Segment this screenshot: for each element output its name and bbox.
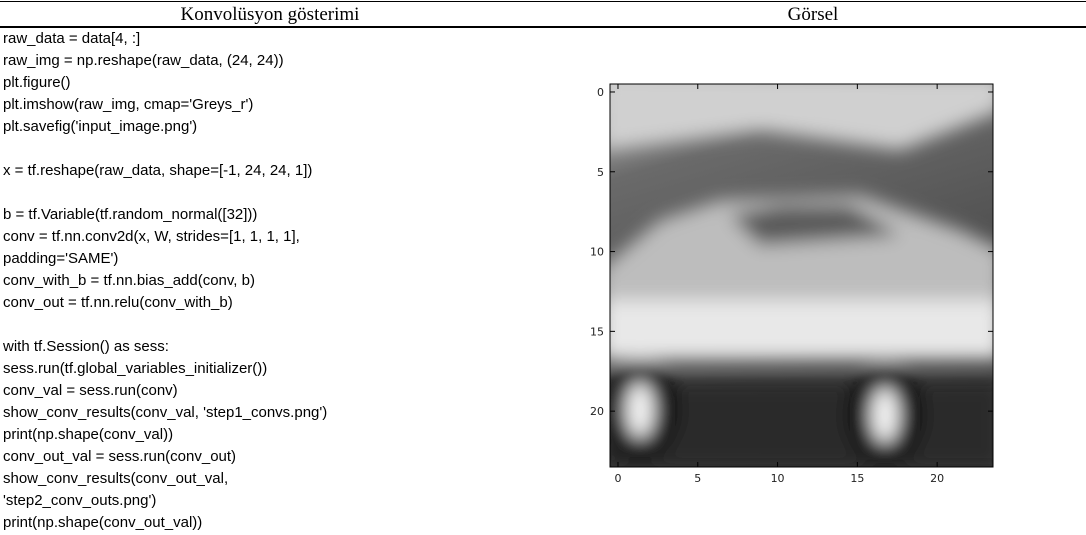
code-line: padding='SAME')	[3, 250, 119, 267]
y-tick-label: 15	[590, 325, 604, 338]
code-line: plt.figure()	[3, 74, 71, 91]
axes-frame	[609, 83, 994, 468]
column-header: Konvolüsyon gösterimi	[180, 4, 360, 25]
code-line: conv_out_val = sess.run(conv_out)	[3, 448, 237, 465]
y-tick-label: 10	[590, 246, 604, 259]
code-block: raw_data = data[4, :] raw_img = np.reshap…	[3, 28, 327, 534]
code-line: conv_out = tf.nn.relu(conv_with_b)	[3, 294, 233, 311]
code-line: print(np.shape(conv_out_val))	[3, 514, 203, 531]
code-line: plt.imshow(raw_img, cmap='Greys_r')	[3, 96, 254, 113]
top-rule	[0, 1, 1086, 2]
code-paragraph: raw_data = data[4, :] raw_img = np.reshap…	[3, 28, 327, 138]
x-tick-label: 20	[930, 472, 944, 485]
code-line: b = tf.Variable(tf.random_normal([32]))	[3, 206, 258, 223]
y-tick-label: 0	[597, 86, 604, 99]
code-line: 'step2_conv_outs.png')	[3, 492, 157, 509]
code-paragraph: x = tf.reshape(raw_data, shape=[-1, 24, …	[3, 160, 327, 182]
column-header: Görsel	[787, 4, 839, 25]
code-line: conv_val = sess.run(conv)	[3, 382, 178, 399]
code-line: conv_with_b = tf.nn.bias_add(conv, b)	[3, 272, 255, 289]
car-image	[610, 84, 993, 467]
x-tick-label: 0	[614, 472, 621, 485]
code-line: plt.savefig('input_image.png')	[3, 118, 198, 135]
x-tick-label: 10	[771, 472, 785, 485]
code-line: show_conv_results(conv_out_val,	[3, 470, 229, 487]
code-line: show_conv_results(conv_val, 'step1_convs…	[3, 404, 328, 421]
code-line: raw_data = data[4, :]	[3, 30, 141, 47]
code-paragraph: with tf.Session() as sess: sess.run(tf.gl…	[3, 336, 327, 534]
code-line: conv = tf.nn.conv2d(x, W, strides=[1, 1,…	[3, 228, 300, 245]
code-line: sess.run(tf.global_variables_initializer…	[3, 360, 268, 377]
code-line: x = tf.reshape(raw_data, shape=[-1, 24, …	[3, 162, 313, 179]
code-line: print(np.shape(conv_val))	[3, 426, 174, 443]
y-tick-label: 20	[590, 405, 604, 418]
header-rule	[0, 26, 1086, 28]
y-tick-label: 5	[597, 166, 604, 179]
code-line: with tf.Session() as sess:	[3, 338, 169, 355]
x-tick-label: 5	[694, 472, 701, 485]
code-line: raw_img = np.reshape(raw_data, (24, 24))	[3, 52, 284, 69]
code-paragraph: b = tf.Variable(tf.random_normal([32]))c…	[3, 204, 327, 314]
x-tick-label: 15	[850, 472, 864, 485]
